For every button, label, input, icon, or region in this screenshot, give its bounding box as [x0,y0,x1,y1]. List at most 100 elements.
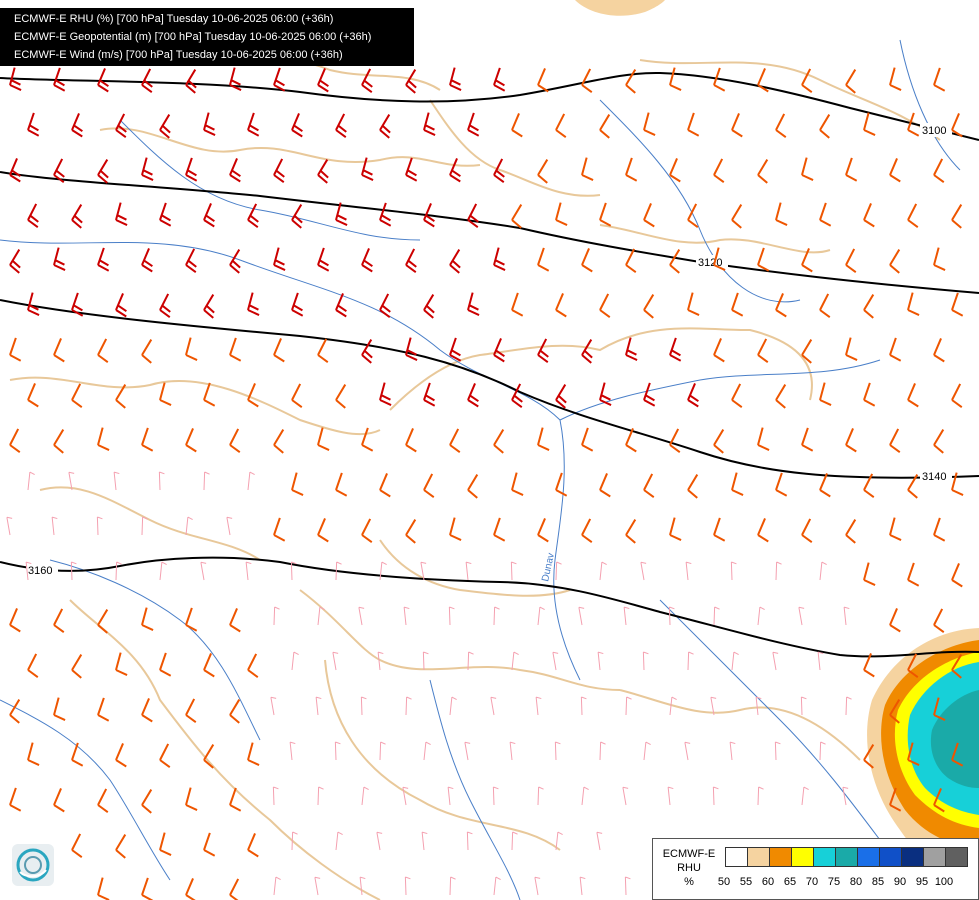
border-line [99,127,481,167]
wind-barb [359,876,366,896]
wind-barb [667,786,674,806]
wind-barb [845,69,857,94]
wind-barb [845,248,857,274]
wind-barb [405,428,417,453]
wind-barb [141,68,153,94]
wind-barb [669,67,682,91]
wind-barb [713,606,720,626]
wind-barb [490,696,497,716]
wind-barb [775,113,787,139]
wind-barb [537,68,549,93]
wind-barb [9,249,21,274]
wind-barb [185,69,197,94]
wind-barb [933,788,945,813]
wind-barb [203,832,216,857]
header-line-wind: ECMWF-E Wind (m/s) [700 hPa] Tuesday 10-… [14,49,343,61]
humidity-field [575,0,979,890]
wind-barb [141,698,153,723]
legend-swatches [725,847,968,867]
wind-barb [159,743,171,769]
wind-barb [185,878,197,900]
wind-barb [713,429,725,454]
wind-barb [817,651,824,671]
wind-barb [9,158,21,183]
wind-barb [757,518,769,543]
wind-barb [358,606,365,626]
wind-barb [555,293,567,318]
wind-barb [933,338,945,363]
wind-barb [580,696,587,716]
wind-barb [449,67,462,91]
wind-barb [687,651,694,671]
wind-barb [775,202,788,226]
wind-barb [229,428,241,454]
legend-swatch [923,847,946,867]
wind-barb [731,651,739,671]
wind-barb [493,429,505,454]
wind-barb [951,292,964,317]
wind-barb [596,831,603,851]
wind-barb [247,471,255,491]
wind-barb [845,157,858,182]
wind-barb [159,114,171,139]
wind-barb [421,831,428,851]
legend-tick: 80 [849,876,863,888]
wind-barb [247,833,259,858]
wind-barb [907,203,919,229]
wind-barb [405,69,417,94]
wind-barb [317,68,329,93]
wind-barb [801,339,813,364]
wind-barb [317,338,329,364]
wind-barb [669,337,682,362]
wind-barb [951,472,964,496]
country-borders [9,39,941,900]
legend-tick: 60 [761,876,775,888]
wind-barb [71,113,83,138]
legend-swatch [901,847,924,867]
contour-label-3160: 3160 [28,565,52,577]
wind-barb [537,427,550,451]
wind-barb [377,651,384,671]
wind-barb [819,382,832,406]
wind-barb [159,202,172,227]
wind-barb [863,744,875,769]
wind-barb [449,158,461,183]
wind-barb [951,113,963,138]
wind-barb [71,742,84,767]
wind-barb [159,382,172,406]
legend-ticks: 50 55 60 65 70 75 80 85 90 95 100 [713,876,955,888]
wind-barb [53,158,65,184]
wind-barb [511,113,523,138]
wind-barb [97,877,110,900]
wind-barb [141,789,153,814]
wind-barb [467,292,480,316]
wind-barb [229,158,241,183]
wind-barb [467,383,479,408]
wind-barb [907,112,920,137]
wind-barb [71,654,83,679]
border-line [69,599,381,900]
wind-barb [115,561,122,581]
wind-barb [317,427,330,451]
wind-barb [272,786,279,806]
wind-barb [511,472,524,496]
wind-barb [757,338,769,364]
border-line [599,224,831,254]
wind-barb [775,293,787,318]
wind-barb [9,608,21,633]
wind-barb [291,204,303,229]
wind-barb [493,876,501,896]
wind-barb [203,294,215,319]
river-line [559,359,881,421]
wind-barb [247,292,260,316]
wind-barb [493,247,506,271]
wind-barb [405,248,417,274]
wind-barb [492,786,499,806]
wind-barb [713,158,725,184]
border-line [324,659,561,851]
wind-barb [687,474,699,499]
legend-tick: 70 [805,876,819,888]
wind-barb [27,471,35,491]
wind-barb [509,741,516,761]
wind-barb [863,112,876,136]
